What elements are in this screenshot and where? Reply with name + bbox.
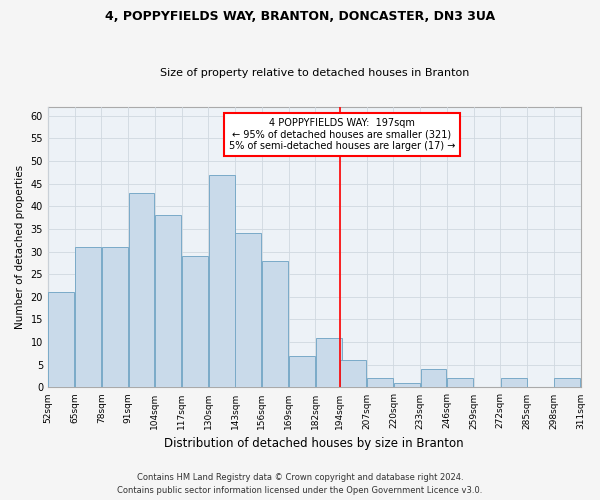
Bar	[155, 216, 181, 388]
Bar	[209, 174, 235, 388]
Bar	[128, 192, 154, 388]
Bar	[421, 370, 446, 388]
Text: 4 POPPYFIELDS WAY:  197sqm
← 95% of detached houses are smaller (321)
5% of semi: 4 POPPYFIELDS WAY: 197sqm ← 95% of detac…	[229, 118, 455, 151]
Title: Size of property relative to detached houses in Branton: Size of property relative to detached ho…	[160, 68, 469, 78]
Bar	[340, 360, 366, 388]
Bar	[447, 378, 473, 388]
Bar	[554, 378, 580, 388]
Bar	[394, 383, 420, 388]
Bar	[182, 256, 208, 388]
X-axis label: Distribution of detached houses by size in Branton: Distribution of detached houses by size …	[164, 437, 464, 450]
Bar	[501, 378, 527, 388]
Bar	[235, 234, 262, 388]
Bar	[102, 247, 128, 388]
Bar	[316, 338, 341, 388]
Y-axis label: Number of detached properties: Number of detached properties	[15, 165, 25, 329]
Bar	[367, 378, 393, 388]
Bar	[262, 260, 288, 388]
Bar	[75, 247, 101, 388]
Bar	[289, 356, 315, 388]
Text: Contains HM Land Registry data © Crown copyright and database right 2024.
Contai: Contains HM Land Registry data © Crown c…	[118, 474, 482, 495]
Bar	[49, 292, 74, 388]
Text: 4, POPPYFIELDS WAY, BRANTON, DONCASTER, DN3 3UA: 4, POPPYFIELDS WAY, BRANTON, DONCASTER, …	[105, 10, 495, 23]
